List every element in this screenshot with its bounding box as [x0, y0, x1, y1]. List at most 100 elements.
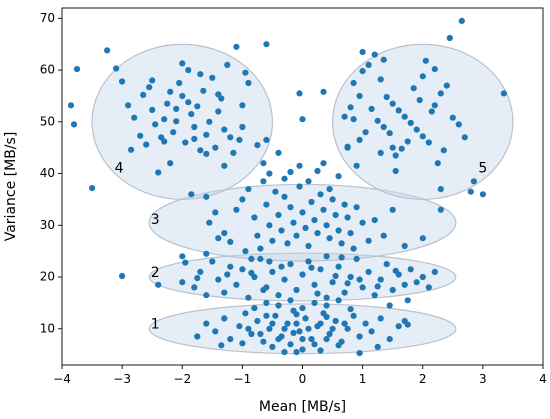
data-point — [296, 90, 303, 97]
data-point — [374, 343, 381, 350]
data-point — [374, 117, 381, 124]
data-point — [203, 250, 210, 257]
data-point — [275, 149, 282, 156]
data-point — [371, 292, 378, 299]
data-point — [296, 162, 303, 169]
data-point — [392, 267, 399, 274]
data-point — [320, 88, 327, 95]
data-point — [356, 92, 363, 100]
x-tick-label: 1 — [359, 372, 367, 386]
data-point — [263, 201, 270, 208]
data-point — [170, 129, 177, 136]
data-point — [263, 136, 270, 143]
data-point — [287, 341, 294, 348]
data-point — [434, 160, 441, 167]
data-point — [179, 92, 186, 100]
data-point — [257, 255, 264, 262]
data-point — [377, 149, 384, 156]
data-point — [404, 297, 411, 304]
data-point — [164, 100, 171, 107]
data-point — [350, 245, 357, 252]
data-point — [470, 178, 477, 185]
data-point — [380, 232, 387, 239]
data-point — [359, 284, 366, 291]
data-point — [467, 188, 474, 195]
data-point — [395, 323, 402, 330]
data-point — [179, 279, 186, 286]
data-point — [224, 61, 231, 68]
data-point — [290, 219, 297, 226]
data-point — [224, 271, 231, 278]
data-point — [350, 312, 357, 319]
data-point — [335, 342, 342, 349]
data-point — [254, 232, 261, 239]
data-point — [296, 328, 303, 335]
data-point — [191, 284, 198, 291]
data-point — [152, 121, 159, 128]
data-point — [287, 168, 294, 176]
data-point — [128, 146, 135, 153]
data-point — [374, 283, 381, 290]
data-point — [299, 116, 306, 123]
data-point — [407, 119, 414, 126]
data-point — [431, 102, 438, 109]
data-point — [149, 77, 156, 84]
data-point — [227, 263, 234, 270]
x-tick-label: 2 — [419, 372, 427, 386]
data-point — [455, 121, 462, 128]
data-point — [347, 104, 354, 111]
data-point — [449, 114, 456, 121]
data-point — [431, 268, 438, 275]
data-point — [386, 302, 393, 309]
region-1-label: 1 — [151, 317, 160, 333]
data-point — [305, 242, 312, 250]
data-point — [248, 255, 255, 262]
data-point — [239, 266, 246, 273]
x-tick-label: −1 — [234, 372, 252, 386]
data-point — [320, 206, 327, 213]
data-point — [263, 312, 270, 319]
data-point — [389, 286, 396, 294]
x-tick-label: −2 — [173, 372, 191, 386]
data-point — [206, 219, 213, 226]
data-point — [266, 170, 273, 177]
data-point — [131, 114, 138, 121]
data-point — [377, 276, 384, 283]
x-tick-label: 4 — [539, 372, 547, 386]
data-point — [203, 292, 210, 299]
data-point — [221, 230, 228, 237]
data-point — [332, 317, 339, 325]
data-point — [167, 160, 174, 167]
data-point — [257, 330, 264, 338]
data-point — [197, 71, 204, 78]
data-point — [275, 292, 282, 299]
data-point — [188, 191, 195, 198]
data-point — [305, 258, 312, 265]
data-point — [143, 141, 150, 148]
data-point — [389, 206, 396, 213]
data-point — [221, 289, 228, 296]
data-point — [182, 259, 189, 266]
data-point — [212, 209, 219, 216]
data-point — [383, 93, 390, 101]
data-point — [146, 84, 153, 91]
data-point — [413, 126, 420, 133]
data-point — [266, 325, 273, 332]
x-tick-label: 0 — [299, 372, 307, 386]
data-point — [356, 136, 363, 143]
data-point — [389, 100, 396, 107]
data-point — [317, 266, 324, 273]
data-point — [191, 135, 198, 142]
data-point — [281, 325, 288, 332]
data-point — [479, 191, 486, 198]
data-point — [209, 258, 216, 265]
data-point — [461, 134, 468, 141]
y-tick-label: 70 — [40, 11, 55, 25]
data-point — [182, 139, 189, 146]
data-point — [281, 175, 288, 182]
x-tick-label: 3 — [479, 372, 487, 386]
data-point — [326, 330, 333, 338]
data-point — [239, 102, 246, 109]
data-point — [317, 347, 324, 354]
data-point — [242, 310, 249, 317]
